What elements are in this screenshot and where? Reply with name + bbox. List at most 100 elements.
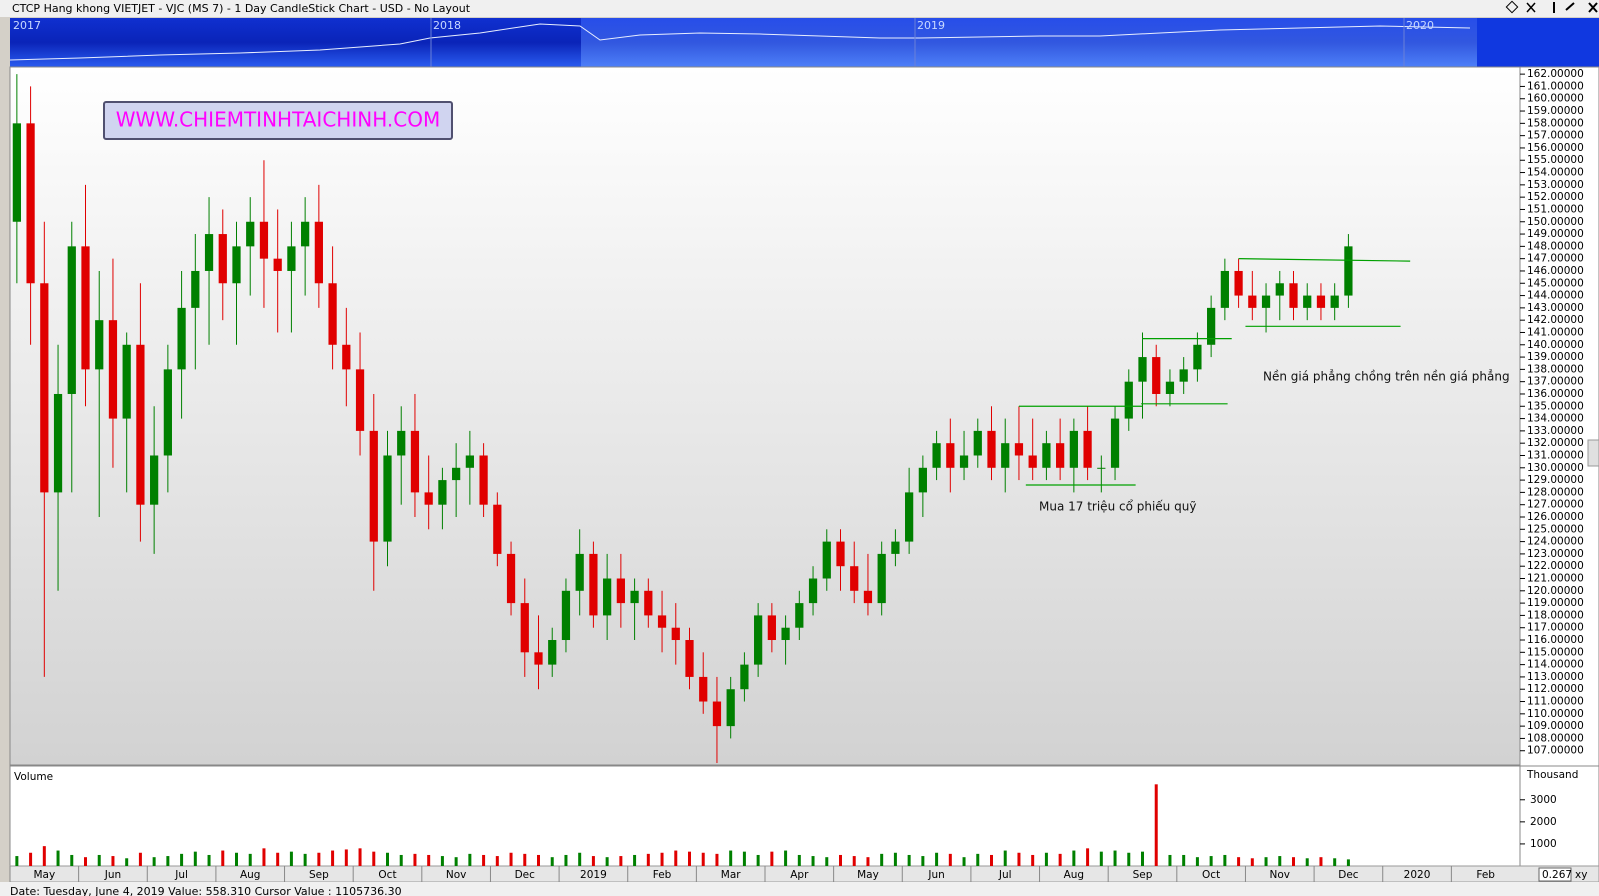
volume-bar <box>866 857 870 866</box>
candle-body <box>1124 381 1133 419</box>
volume-bar <box>976 853 980 866</box>
volume-bar <box>97 854 101 866</box>
volume-bar <box>935 852 939 866</box>
x-tick-label: Sep <box>1133 869 1153 881</box>
candle-body <box>1110 418 1120 468</box>
volume-bar <box>921 856 925 866</box>
candle-body <box>822 541 831 579</box>
x-tick-label: Aug <box>1064 869 1085 881</box>
volume-bar <box>770 851 774 866</box>
volume-bar <box>1072 850 1076 866</box>
y-tick-label: 145.00000 <box>1527 277 1584 289</box>
y-tick-label: 131.00000 <box>1527 449 1584 461</box>
candle-body <box>534 652 543 665</box>
volume-bar <box>84 857 87 866</box>
volume-bar <box>248 853 252 866</box>
candle-body <box>26 123 35 284</box>
y-tick-label: 136.00000 <box>1527 388 1584 400</box>
y-tick-label: 152.00000 <box>1527 191 1584 203</box>
icon-tools[interactable] <box>1526 2 1536 13</box>
icon-info[interactable] <box>1553 2 1555 13</box>
y-tick-label: 119.00000 <box>1527 597 1584 609</box>
candle-body <box>1179 369 1188 382</box>
y-tick-label: 115.00000 <box>1527 646 1584 658</box>
volume-bar <box>358 848 362 866</box>
volume-bar <box>1209 856 1213 866</box>
y-tick-label: 118.00000 <box>1527 609 1584 621</box>
candle-body <box>273 258 282 271</box>
volume-bar <box>1319 857 1323 866</box>
volume-bar <box>619 856 623 866</box>
x-tick-label: Jul <box>174 869 188 881</box>
navigator-label: 2017 <box>13 19 41 32</box>
y-tick-label: 128.00000 <box>1527 486 1584 498</box>
x-tick-label: Dec <box>515 869 536 881</box>
volume-bar <box>1003 850 1007 866</box>
candle-body <box>81 246 90 370</box>
toolbar-icons[interactable] <box>1505 0 1598 14</box>
x-tick-label: Feb <box>1476 869 1495 881</box>
volume-bar <box>372 851 376 866</box>
icon-diamond[interactable] <box>1505 0 1519 14</box>
x-tick-label: Feb <box>653 869 672 881</box>
volume-bar <box>303 853 307 866</box>
y-tick-label: 146.00000 <box>1527 265 1584 277</box>
candle-body <box>232 246 241 284</box>
volume-bar <box>193 851 197 866</box>
candle-body <box>108 320 118 419</box>
volume-panel <box>9 765 1521 867</box>
volume-bar <box>1237 857 1241 866</box>
candle-body <box>973 430 982 456</box>
volume-bar <box>1044 852 1048 866</box>
zoom-value: 0.267 <box>1542 869 1572 881</box>
zoom-box[interactable] <box>1538 867 1572 882</box>
candle-body <box>1165 381 1175 394</box>
candle-body <box>548 640 557 665</box>
volume-tick-label: 3000 <box>1530 794 1557 806</box>
volume-bar <box>633 854 637 866</box>
candle-body <box>355 369 365 431</box>
candle-body <box>712 701 722 727</box>
volume-bar <box>138 852 142 866</box>
candle-body <box>328 283 337 345</box>
navigator-selection[interactable] <box>581 18 1477 67</box>
volume-bar <box>344 849 348 866</box>
y-tick-label: 124.00000 <box>1527 536 1584 548</box>
chart-title: CTCP Hang khong VIETJET - VJC (MS 7) - 1… <box>12 2 471 15</box>
volume-bar <box>440 856 444 866</box>
candle-body <box>342 344 351 370</box>
y-tick-label: 129.00000 <box>1527 474 1584 486</box>
x-tick-label: Oct <box>378 869 396 881</box>
volume-bar <box>29 852 33 866</box>
volume-bar <box>166 856 170 866</box>
candle-body <box>1193 344 1202 370</box>
y-tick-label: 157.00000 <box>1527 130 1584 142</box>
annotation: Mua 17 triệu cổ phiếu quỹ <box>1039 500 1196 514</box>
candle-body <box>561 590 571 641</box>
candle-body <box>1152 357 1161 394</box>
volume-bar <box>399 854 403 866</box>
scroll-handle[interactable] <box>1587 439 1599 467</box>
candle-body <box>1042 443 1051 468</box>
candle-body <box>163 369 172 456</box>
volume-bar <box>262 848 266 866</box>
candle-body <box>905 492 914 542</box>
volume-bar <box>482 854 486 866</box>
candle-body <box>314 221 323 284</box>
volume-label: Volume <box>14 771 53 783</box>
y-tick-label: 123.00000 <box>1527 548 1584 560</box>
navigator-line <box>9 23 1471 61</box>
icon-close[interactable] <box>1588 2 1598 13</box>
y-tick-label: 153.00000 <box>1527 179 1584 191</box>
volume-bar <box>1058 853 1062 866</box>
y-tick-label: 109.00000 <box>1527 720 1584 732</box>
y-tick-label: 113.00000 <box>1527 671 1584 683</box>
volume-bar <box>784 850 788 866</box>
icon-pin[interactable] <box>1565 2 1575 11</box>
x-tick-label: Nov <box>446 869 467 881</box>
candle-body <box>40 283 49 493</box>
price-axis-panel <box>1519 66 1599 867</box>
candle-body <box>657 615 667 628</box>
candle-body <box>191 270 200 308</box>
annotation: Nền giá phẳng chồng trên nền giá phẳng <box>1263 369 1510 384</box>
